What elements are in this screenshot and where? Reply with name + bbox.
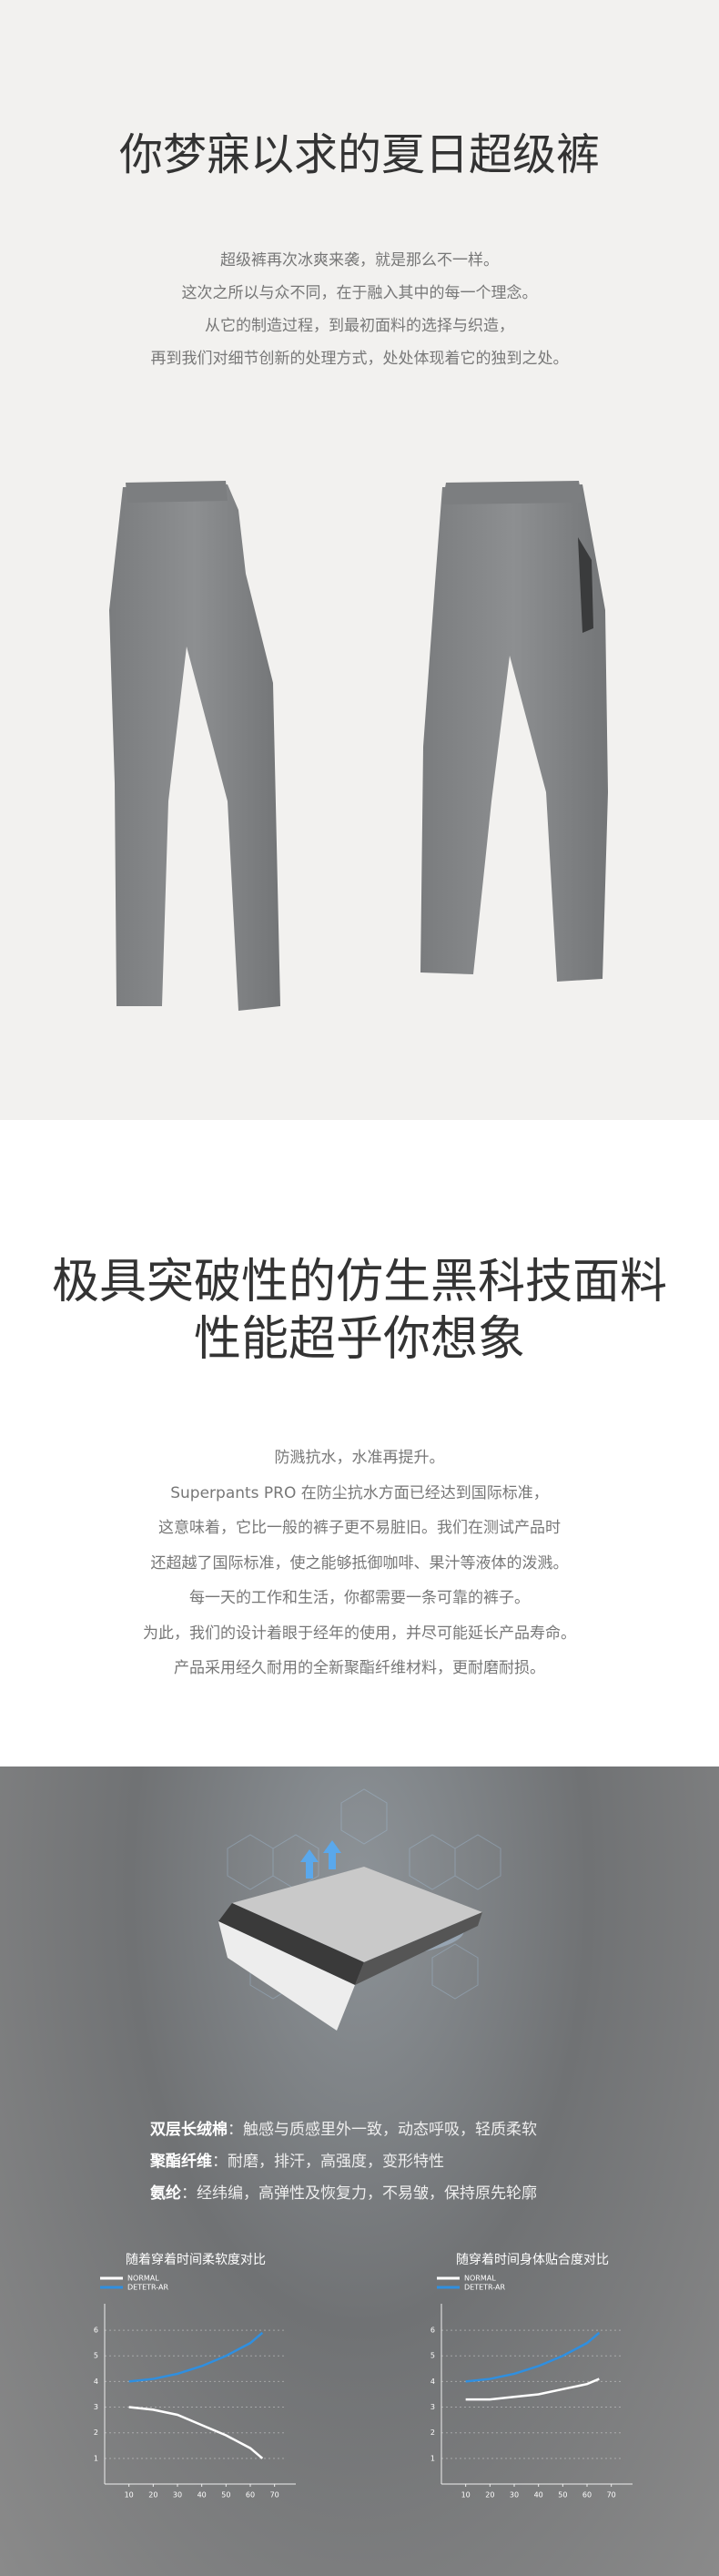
feature-text: ：耐磨，排汗，高强度，变形特性 — [212, 2153, 444, 2171]
fabric-section — [0, 1120, 719, 1767]
fabric-title: 性能超乎你想象 — [193, 1312, 525, 1367]
hero-line: 从它的制造过程，到最初面料的选择与织造， — [205, 317, 514, 335]
x-tick-label: 30 — [173, 2491, 182, 2500]
y-tick-label: 1 — [430, 2454, 435, 2462]
x-tick-label: 20 — [148, 2491, 157, 2500]
feature-line: 聚酯纤维：耐磨，排汗，高强度，变形特性 — [150, 2148, 444, 2171]
legend-label: DETETR-AR — [464, 2284, 505, 2292]
x-tick-label: 10 — [461, 2491, 471, 2500]
pants-images — [109, 481, 608, 1011]
hero-line: 再到我们对细节创新的处理方式，处处体现着它的独到之处。 — [150, 350, 569, 368]
y-tick-label: 2 — [94, 2428, 98, 2437]
feature-name: 聚酯纤维 — [150, 2153, 212, 2171]
legend-label: NORMAL — [127, 2275, 159, 2283]
fabric-line: 防溅抗水，水准再提升。 — [274, 1449, 445, 1467]
y-tick-label: 3 — [430, 2403, 435, 2411]
x-tick-label: 60 — [582, 2491, 592, 2500]
x-tick-label: 50 — [558, 2491, 567, 2500]
y-tick-label: 4 — [430, 2377, 435, 2386]
fabric-line: 产品采用经久耐用的全新聚酯纤维材料，更耐磨耐损。 — [174, 1659, 545, 1677]
x-tick-label: 40 — [534, 2491, 543, 2500]
feature-name: 双层长绒棉 — [150, 2121, 228, 2139]
y-tick-label: 2 — [430, 2428, 435, 2437]
x-tick-label: 40 — [197, 2491, 207, 2500]
waistband — [442, 481, 582, 504]
fabric-line: 还超越了国际标准，使之能够抵御咖啡、果汁等液体的泼溅。 — [150, 1553, 569, 1573]
x-tick-label: 50 — [221, 2491, 230, 2500]
pants-back — [420, 484, 608, 982]
chart-title: 随穿着时间身体贴合度对比 — [456, 2253, 609, 2267]
x-tick-label: 70 — [270, 2491, 279, 2500]
hero-line: 超级裤再次冰爽来袭，就是那么不一样。 — [220, 251, 499, 270]
hero-line: 这次之所以与众不同，在于融入其中的每一个理念。 — [181, 284, 538, 302]
feature-text: ：经纬编，高弹性及恢复力，不易皱，保持原先轮廓 — [181, 2184, 537, 2203]
legend-label: DETETR-AR — [127, 2284, 168, 2292]
y-tick-label: 3 — [94, 2403, 98, 2411]
y-tick-label: 6 — [430, 2327, 435, 2335]
feature-line: 氨纶：经纬编，高弹性及恢复力，不易皱，保持原先轮廓 — [150, 2180, 537, 2203]
series-line — [465, 2331, 601, 2383]
chart-title: 随着穿着时间柔软度对比 — [126, 2253, 266, 2267]
y-tick-label: 4 — [94, 2377, 98, 2386]
y-tick-label: 6 — [94, 2327, 98, 2335]
fabric-line: 为此，我们的设计着眼于经年的使用，并尽可能延长产品寿命。 — [143, 1624, 576, 1643]
fabric-line: 每一天的工作和生活，你都需要一条可靠的裤子。 — [189, 1589, 530, 1607]
x-tick-label: 10 — [125, 2491, 134, 2500]
series-line — [128, 2331, 264, 2383]
x-tick-label: 30 — [510, 2491, 519, 2500]
waistband — [126, 481, 228, 503]
pocket — [578, 537, 593, 633]
y-tick-label: 5 — [94, 2352, 98, 2360]
x-tick-label: 70 — [607, 2491, 616, 2500]
pants-front — [109, 484, 280, 1011]
hero-title: 你梦寐以求的夏日超级裤 — [118, 129, 600, 180]
y-tick-label: 1 — [94, 2454, 98, 2462]
series-line — [465, 2377, 600, 2401]
fabric-line: 这意味着，它比一般的裤子更不易脏旧。我们在测试产品时 — [158, 1519, 561, 1537]
x-tick-label: 20 — [485, 2491, 494, 2500]
series-line — [128, 2406, 264, 2459]
fabric-line: Superpants PRO 在防尘抗水方面已经达到国际标准， — [170, 1483, 549, 1502]
x-tick-label: 60 — [246, 2491, 255, 2500]
feature-line: 双层长绒棉：触感与质感里外一致，动态呼吸，轻质柔软 — [150, 2116, 537, 2139]
y-tick-label: 5 — [430, 2352, 435, 2360]
feature-name: 氨纶 — [150, 2184, 181, 2203]
fabric-illustration — [218, 1788, 501, 2031]
fabric-title: 极具突破性的仿生黑科技面料 — [51, 1255, 667, 1309]
legend-label: NORMAL — [464, 2275, 496, 2283]
feature-text: ：触感与质感里外一致，动态呼吸，轻质柔软 — [228, 2121, 537, 2139]
